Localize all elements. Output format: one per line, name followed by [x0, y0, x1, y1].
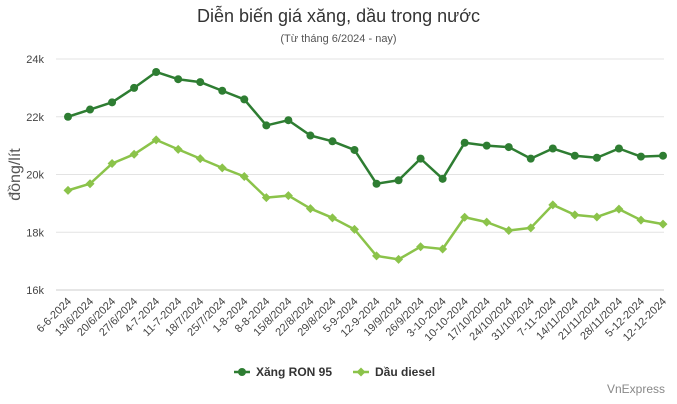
- data-point[interactable]: [195, 154, 205, 164]
- chart-subtitle: (Từ tháng 6/2024 - nay): [280, 33, 397, 45]
- data-point[interactable]: [372, 251, 382, 261]
- legend-item[interactable]: Xăng RON 95: [234, 365, 332, 379]
- data-point[interactable]: [548, 200, 558, 210]
- data-point[interactable]: [614, 204, 624, 214]
- series-line: [67, 138, 664, 261]
- data-point[interactable]: [262, 121, 271, 130]
- data-point[interactable]: [305, 204, 315, 214]
- data-point[interactable]: [526, 223, 536, 233]
- data-point[interactable]: [196, 78, 205, 87]
- y-tick-label: 22k: [26, 112, 44, 124]
- data-point[interactable]: [526, 154, 535, 163]
- data-point[interactable]: [130, 83, 139, 92]
- data-point[interactable]: [174, 75, 183, 84]
- series-group: [63, 67, 668, 264]
- data-point[interactable]: [592, 212, 602, 222]
- data-point[interactable]: [394, 176, 403, 185]
- y-axis-title: đồng/lít: [7, 148, 24, 201]
- data-point[interactable]: [327, 213, 337, 223]
- data-point[interactable]: [438, 174, 447, 183]
- data-point[interactable]: [636, 215, 646, 225]
- data-point[interactable]: [504, 143, 513, 152]
- source-credit: VnExpress: [606, 382, 665, 396]
- data-point[interactable]: [614, 144, 623, 153]
- data-point[interactable]: [416, 154, 425, 163]
- data-point[interactable]: [438, 244, 448, 254]
- data-point[interactable]: [86, 105, 95, 114]
- data-point[interactable]: [240, 95, 249, 104]
- legend-item[interactable]: Dầu diesel: [353, 365, 435, 379]
- data-point[interactable]: [239, 172, 249, 182]
- data-point[interactable]: [636, 152, 645, 161]
- data-point[interactable]: [64, 112, 72, 121]
- legend-label: Dầu diesel: [375, 365, 435, 379]
- data-point[interactable]: [261, 193, 271, 203]
- data-point[interactable]: [218, 86, 227, 95]
- data-point[interactable]: [482, 141, 491, 150]
- y-tick-label: 16k: [26, 285, 44, 297]
- series-d-u-diesel: [63, 135, 668, 264]
- data-point[interactable]: [372, 179, 381, 188]
- data-point[interactable]: [482, 217, 492, 227]
- data-point[interactable]: [416, 242, 426, 252]
- y-tick-label: 24k: [26, 54, 44, 66]
- series-line: [67, 70, 664, 185]
- data-point[interactable]: [151, 135, 161, 145]
- data-point[interactable]: [570, 210, 580, 220]
- data-point[interactable]: [217, 163, 227, 173]
- data-point[interactable]: [548, 144, 557, 153]
- legend[interactable]: Xăng RON 95 Dầu diesel: [234, 365, 435, 379]
- data-point[interactable]: [659, 151, 667, 160]
- series-x-ng-ron-95: [64, 67, 667, 188]
- data-point[interactable]: [350, 145, 359, 154]
- data-point[interactable]: [460, 138, 469, 147]
- data-point[interactable]: [173, 144, 183, 154]
- data-point[interactable]: [107, 159, 117, 169]
- data-point[interactable]: [592, 153, 601, 162]
- data-point[interactable]: [504, 226, 514, 236]
- data-point[interactable]: [108, 98, 117, 107]
- grid-lines: [56, 58, 664, 291]
- legend-marker: [356, 367, 366, 377]
- data-point[interactable]: [349, 224, 359, 234]
- x-axis-ticks: 6-6-202413/6/202420/6/202427/6/20244-7-2…: [34, 296, 669, 344]
- data-point[interactable]: [570, 151, 579, 160]
- chart-title: Diễn biến giá xăng, dầu trong nước: [196, 6, 481, 26]
- data-point[interactable]: [283, 191, 293, 201]
- data-point[interactable]: [152, 67, 161, 76]
- data-point[interactable]: [85, 179, 95, 189]
- data-point[interactable]: [394, 254, 404, 264]
- y-axis-ticks: 16k 18k 20k 22k 24k: [26, 54, 44, 297]
- legend-label: Xăng RON 95: [256, 365, 332, 379]
- data-point[interactable]: [306, 131, 315, 140]
- y-tick-label: 20k: [26, 170, 44, 182]
- legend-marker: [238, 368, 246, 376]
- data-point[interactable]: [284, 116, 293, 125]
- y-tick-label: 18k: [26, 227, 44, 239]
- data-point[interactable]: [658, 219, 668, 229]
- data-point[interactable]: [460, 212, 470, 222]
- data-point[interactable]: [63, 185, 73, 195]
- data-point[interactable]: [129, 149, 139, 159]
- data-point[interactable]: [328, 137, 337, 146]
